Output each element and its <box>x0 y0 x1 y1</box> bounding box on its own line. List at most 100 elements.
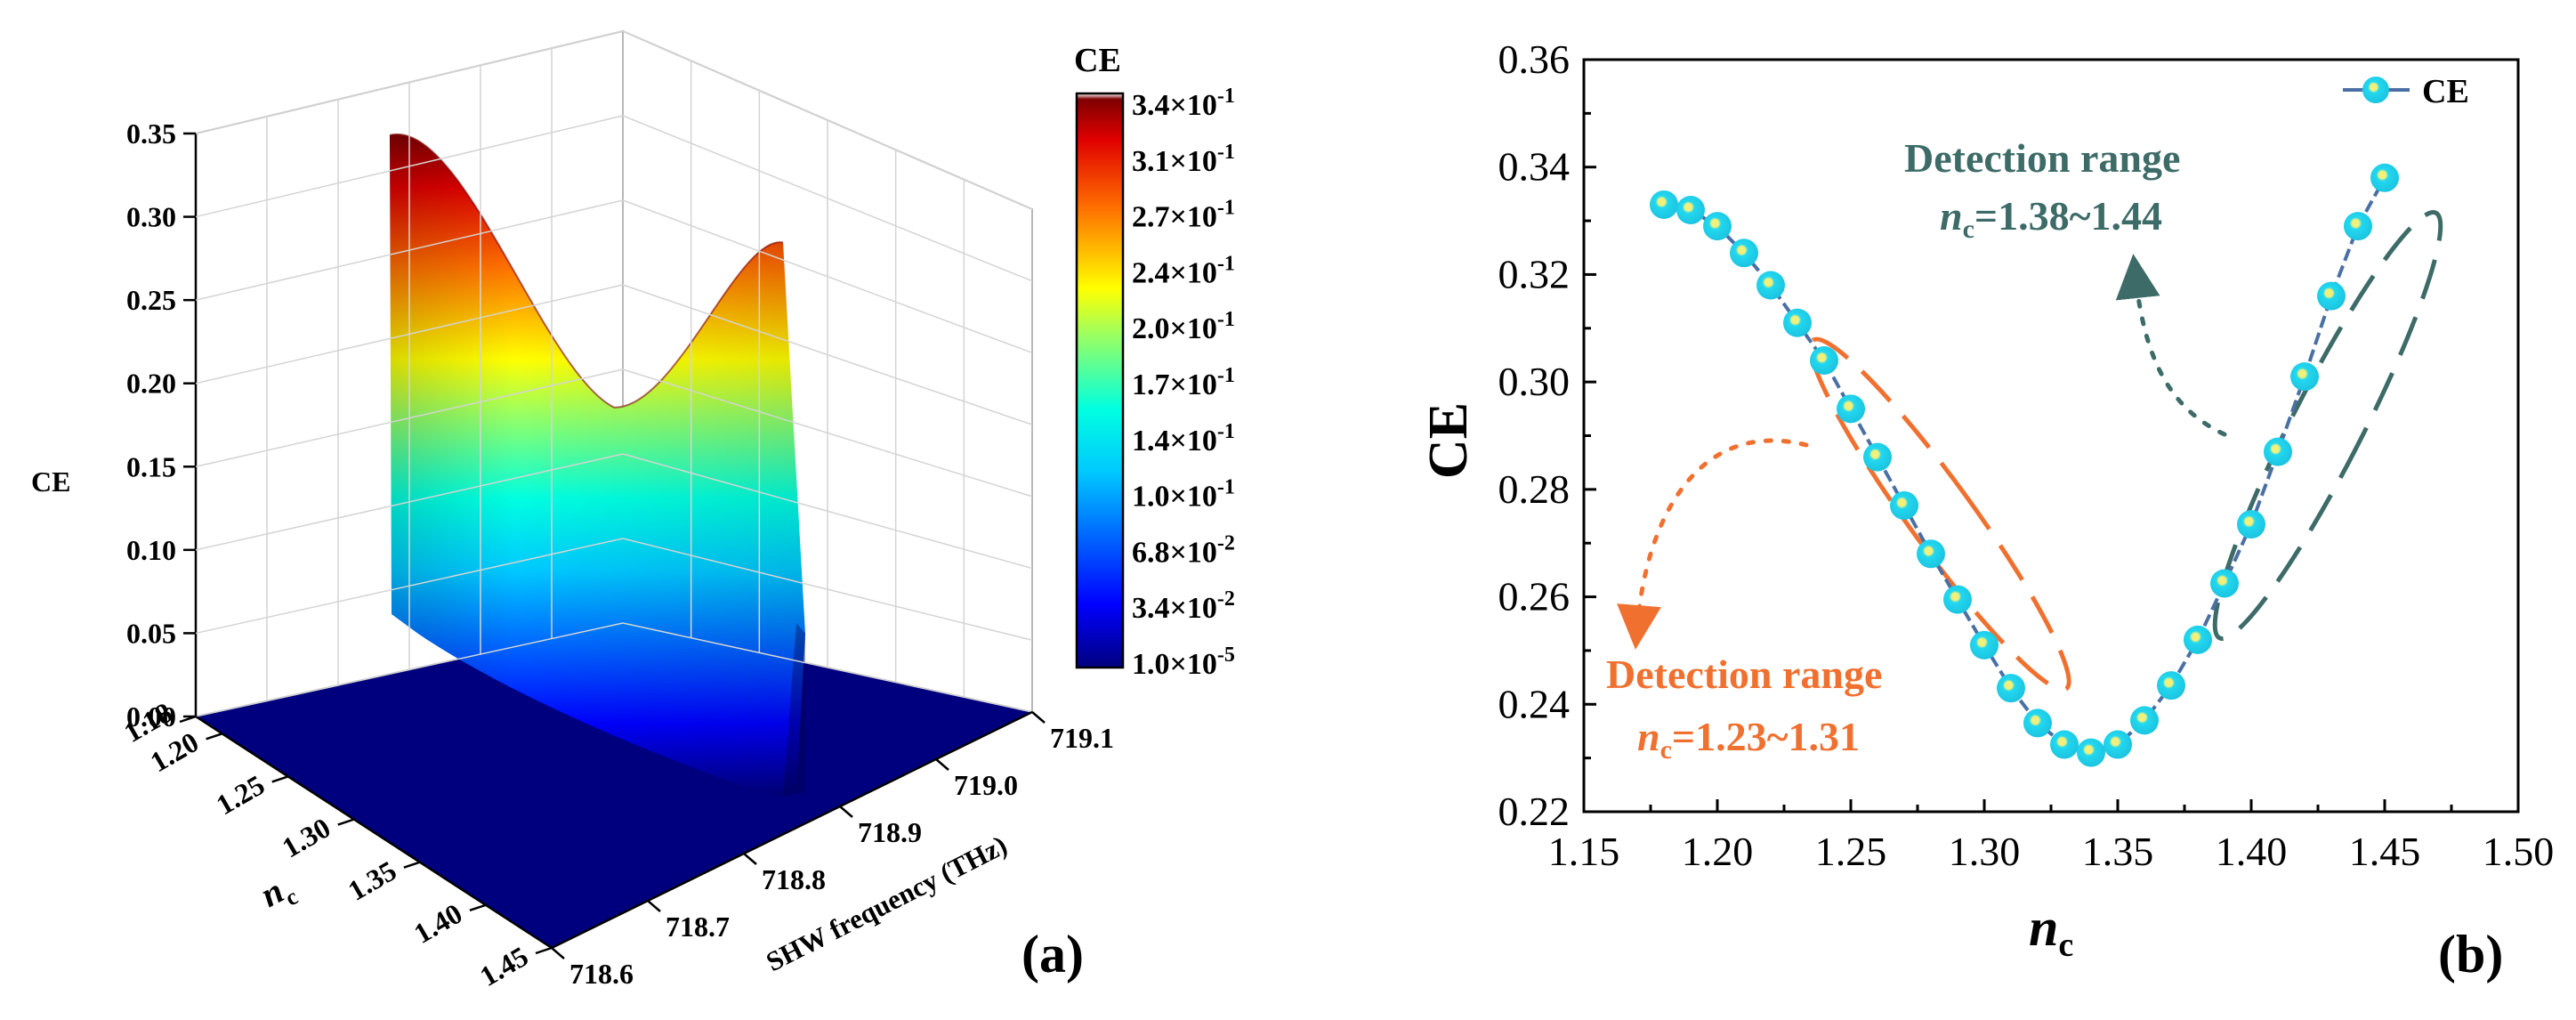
y-tick-label: 0.32 <box>1498 251 1571 296</box>
colorbar-label-exponent: -1 <box>1217 308 1235 331</box>
freq-tick-label: 719.1 <box>1050 722 1114 754</box>
freq-tick-label: 718.9 <box>858 816 922 848</box>
nc-tick <box>337 818 355 826</box>
ce-data-point <box>1783 308 1812 337</box>
colorbar-label-mantissa: 3.1×10 <box>1132 145 1217 178</box>
colorbar-label-exponent: -2 <box>1217 587 1235 611</box>
y-tick-label: 0.34 <box>1498 144 1571 190</box>
legend: CE <box>2343 73 2469 110</box>
freq-tick <box>935 758 949 771</box>
ce-data-point <box>1810 346 1838 375</box>
freq-tick <box>839 805 853 818</box>
nc-axis-title: nc <box>254 865 302 920</box>
right-range-sub: c <box>1963 215 1974 244</box>
colorbar-label-exponent: -1 <box>1217 476 1235 499</box>
left-range-title: Detection range <box>1606 652 1882 697</box>
annotation-left-marks <box>1617 336 2071 692</box>
colorbar-label-mantissa: 1.0×10 <box>1132 481 1217 514</box>
freq-tick <box>551 947 565 959</box>
nc-tick-label: 1.25 <box>211 768 270 821</box>
freq-tick-label: 718.7 <box>666 911 730 943</box>
z-tick-label: 0.10 <box>126 534 176 566</box>
x-axis-title: nc <box>2029 898 2073 964</box>
ce-series-markers <box>1650 163 2399 767</box>
nc-axis-line <box>195 715 553 950</box>
nc-tick <box>179 715 197 724</box>
ce-data-point <box>2344 212 2372 241</box>
nc-tick <box>206 733 223 741</box>
ce-data-point <box>2077 738 2105 767</box>
colorbar-label: 2.7×10-1 <box>1132 197 1235 234</box>
ce-data-point <box>2264 437 2292 466</box>
ce-data-point <box>1917 539 1945 569</box>
colorbar-label-exponent: -1 <box>1217 364 1235 387</box>
colorbar-label-exponent: -1 <box>1217 197 1235 220</box>
freq-tick <box>743 853 757 865</box>
ce-data-point <box>1970 630 1999 660</box>
colorbar-label-exponent: -1 <box>1217 420 1235 443</box>
nc-tick-label: 1.35 <box>343 854 401 907</box>
colorbar-label-mantissa: 3.4×10 <box>1132 89 1217 122</box>
left-range-base: n <box>1637 714 1660 759</box>
left-range-value: nc=1.23~1.31 <box>1637 714 1860 765</box>
nc-tick-label: 1.40 <box>408 897 467 950</box>
ce-data-point <box>2050 730 2079 759</box>
colorbar-label: 2.0×10-1 <box>1132 308 1235 345</box>
y-tick-label: 0.30 <box>1498 359 1571 404</box>
ce-data-point <box>2210 569 2239 598</box>
z-tick-label: 0.25 <box>126 284 176 316</box>
colorbar-label: 3.4×10-2 <box>1132 587 1235 625</box>
y-tick-label: 0.22 <box>1498 789 1571 834</box>
right-range-ellipse-outer <box>2212 210 2443 641</box>
ce-data-point <box>2184 625 2212 654</box>
colorbar-label-mantissa: 3.4×10 <box>1132 592 1217 625</box>
freq-axis-title: SHW frequency (THz) <box>761 830 1012 978</box>
z-tick-label: 0.35 <box>126 117 176 150</box>
colorbar-label-exponent: -5 <box>1217 644 1235 667</box>
x-tick-label: 1.35 <box>2082 829 2154 874</box>
colorbar-label-mantissa: 2.4×10 <box>1132 256 1217 289</box>
right-range-range: =1.38~1.44 <box>1974 193 2162 239</box>
x-axis-title-sub: c <box>2058 927 2073 964</box>
left-range-ellipse-outer <box>1808 336 2071 692</box>
annotation-left-text: Detection range nc=1.23~1.31 <box>1606 652 1882 765</box>
y-tick-label: 0.36 <box>1498 36 1571 82</box>
z-tick-label: 0.00 <box>126 700 176 733</box>
ce-data-point <box>2157 671 2185 700</box>
z-tick-label: 0.15 <box>126 450 176 482</box>
nc-tick <box>535 946 553 955</box>
x-tick-label: 1.15 <box>1548 829 1620 874</box>
left-range-sub: c <box>1660 735 1672 765</box>
panel-label-b: (b) <box>2438 925 2503 984</box>
colorbar-title: CE <box>1074 42 1121 79</box>
legend-label: CE <box>2422 73 2469 110</box>
colorbar-label-exponent: -2 <box>1217 531 1235 555</box>
freq-tick-label: 718.8 <box>762 863 826 895</box>
ce-data-point <box>1890 490 1918 520</box>
ce-data-point <box>1703 212 1732 241</box>
panel-a-3d-surface: 0.000.050.100.150.200.250.300.351.181.20… <box>31 29 1235 992</box>
ce-data-point <box>1863 442 1892 472</box>
freq-tick <box>1031 711 1046 724</box>
colorbar-strip <box>1075 92 1125 669</box>
x-tick-label: 1.30 <box>1949 829 2021 874</box>
ce-series-line <box>1663 176 2386 755</box>
annotation-right-text: Detection range nc=1.38~1.44 <box>1904 135 2180 244</box>
x-tick-label: 1.25 <box>1815 829 1887 874</box>
x-tick-label: 1.20 <box>1682 829 1754 874</box>
nc-tick <box>271 775 289 783</box>
nc-tick-label: 1.45 <box>474 940 533 992</box>
ce-data-point <box>1997 674 2025 703</box>
colorbar-label-exponent: -1 <box>1217 252 1235 275</box>
x-tick-label: 1.50 <box>2483 829 2555 874</box>
right-range-base: n <box>1940 193 1963 239</box>
nc-tick-label: 1.30 <box>277 811 335 863</box>
ce-data-point <box>2290 362 2319 392</box>
y-tick-label: 0.28 <box>1498 466 1571 512</box>
nc-tick <box>469 903 487 912</box>
colorbar-label: 1.7×10-1 <box>1132 364 1235 401</box>
x-tick-label: 1.45 <box>2349 829 2421 874</box>
right-range-value: nc=1.38~1.44 <box>1940 193 2162 244</box>
colorbar-label: 6.8×10-2 <box>1132 531 1235 569</box>
panel-b-line-chart: 1.15 1.20 1.25 1.30 1.35 1.40 1.45 1.50 0.22 0.24… <box>1418 36 2554 984</box>
